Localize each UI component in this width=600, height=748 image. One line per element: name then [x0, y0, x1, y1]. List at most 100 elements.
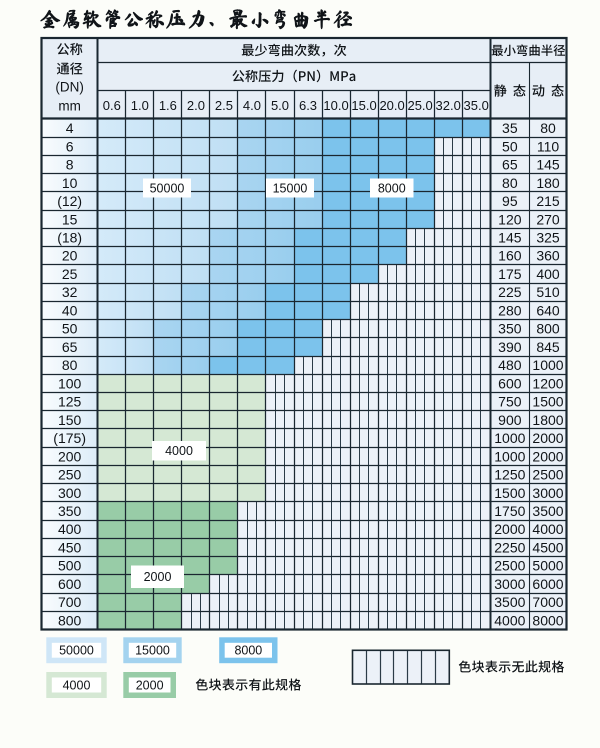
svg-text:32.0: 32.0: [436, 98, 461, 113]
svg-text:350: 350: [498, 321, 522, 337]
svg-text:700: 700: [58, 594, 82, 610]
svg-text:15.0: 15.0: [351, 98, 376, 113]
svg-text:3000: 3000: [494, 576, 525, 592]
svg-text:800: 800: [58, 612, 82, 628]
svg-text:1750: 1750: [494, 503, 525, 519]
svg-text:145: 145: [536, 157, 560, 173]
svg-text:280: 280: [498, 302, 522, 318]
svg-text:35.0: 35.0: [464, 98, 489, 113]
svg-text:480: 480: [498, 357, 522, 373]
svg-text:15000: 15000: [273, 181, 308, 195]
svg-text:4000: 4000: [494, 612, 525, 628]
svg-text:2000: 2000: [136, 678, 164, 692]
svg-text:270: 270: [536, 211, 560, 227]
svg-text:750: 750: [498, 394, 522, 410]
svg-text:2000: 2000: [532, 448, 563, 464]
svg-text:390: 390: [498, 339, 522, 355]
svg-text:1200: 1200: [532, 375, 563, 391]
svg-text:450: 450: [58, 539, 82, 555]
svg-text:65: 65: [502, 157, 518, 173]
svg-text:7000: 7000: [532, 594, 563, 610]
svg-text:3500: 3500: [532, 503, 563, 519]
svg-text:400: 400: [58, 521, 82, 537]
svg-text:325: 325: [536, 230, 560, 246]
svg-text:40: 40: [62, 302, 78, 318]
svg-text:1000: 1000: [532, 357, 563, 373]
svg-text:1000: 1000: [494, 430, 525, 446]
svg-text:500: 500: [58, 558, 82, 574]
svg-text:(DN): (DN): [55, 80, 84, 95]
svg-text:0.6: 0.6: [103, 98, 121, 113]
svg-text:120: 120: [498, 211, 522, 227]
svg-text:6000: 6000: [532, 576, 563, 592]
svg-text:360: 360: [536, 248, 560, 264]
svg-text:1250: 1250: [494, 467, 525, 483]
svg-text:4000: 4000: [532, 521, 563, 537]
svg-text:100: 100: [58, 375, 82, 391]
svg-text:640: 640: [536, 302, 560, 318]
svg-text:15: 15: [62, 211, 78, 227]
svg-text:25.0: 25.0: [407, 98, 432, 113]
svg-text:6.3: 6.3: [299, 98, 317, 113]
svg-text:225: 225: [498, 284, 522, 300]
svg-text:4000: 4000: [165, 444, 193, 458]
svg-text:2.0: 2.0: [187, 98, 205, 113]
svg-text:(12): (12): [57, 193, 82, 209]
svg-text:50: 50: [502, 138, 518, 154]
svg-text:65: 65: [62, 339, 78, 355]
svg-text:1.0: 1.0: [131, 98, 149, 113]
svg-text:mm: mm: [58, 99, 81, 114]
svg-text:2500: 2500: [494, 558, 525, 574]
svg-text:600: 600: [58, 576, 82, 592]
svg-text:50000: 50000: [59, 644, 94, 658]
svg-text:8000: 8000: [378, 181, 406, 195]
svg-text:1500: 1500: [532, 394, 563, 410]
svg-text:15000: 15000: [135, 644, 170, 658]
svg-text:80: 80: [502, 175, 518, 191]
svg-text:900: 900: [498, 412, 522, 428]
svg-text:80: 80: [540, 120, 556, 136]
svg-text:215: 215: [536, 193, 560, 209]
svg-text:180: 180: [536, 175, 560, 191]
svg-text:1800: 1800: [532, 412, 563, 428]
svg-text:5.0: 5.0: [271, 98, 289, 113]
svg-text:8000: 8000: [532, 612, 563, 628]
svg-text:95: 95: [502, 193, 518, 209]
svg-text:2000: 2000: [494, 521, 525, 537]
svg-text:10.0: 10.0: [323, 98, 348, 113]
svg-text:845: 845: [536, 339, 560, 355]
svg-text:600: 600: [498, 375, 522, 391]
svg-text:510: 510: [536, 284, 560, 300]
svg-text:32: 32: [62, 284, 78, 300]
svg-text:4: 4: [66, 120, 74, 136]
svg-text:800: 800: [536, 321, 560, 337]
svg-text:(175): (175): [53, 430, 86, 446]
svg-text:2250: 2250: [494, 539, 525, 555]
svg-text:4500: 4500: [532, 539, 563, 555]
svg-text:2500: 2500: [532, 467, 563, 483]
svg-text:(18): (18): [57, 230, 82, 246]
svg-text:125: 125: [58, 394, 82, 410]
svg-text:3500: 3500: [494, 594, 525, 610]
svg-text:1500: 1500: [494, 485, 525, 501]
svg-text:160: 160: [498, 248, 522, 264]
svg-text:10: 10: [62, 175, 78, 191]
svg-text:1.6: 1.6: [159, 98, 177, 113]
svg-text:35: 35: [502, 120, 518, 136]
svg-text:2000: 2000: [144, 570, 172, 584]
svg-text:25: 25: [62, 266, 78, 282]
svg-text:8000: 8000: [234, 644, 262, 658]
svg-text:50000: 50000: [150, 181, 185, 195]
svg-text:1000: 1000: [494, 448, 525, 464]
svg-text:175: 175: [498, 266, 522, 282]
svg-text:5000: 5000: [532, 558, 563, 574]
svg-text:300: 300: [58, 485, 82, 501]
svg-text:250: 250: [58, 467, 82, 483]
svg-text:20: 20: [62, 248, 78, 264]
svg-text:6: 6: [66, 138, 74, 154]
svg-text:400: 400: [536, 266, 560, 282]
svg-text:4000: 4000: [63, 678, 91, 692]
svg-text:20.0: 20.0: [379, 98, 404, 113]
svg-text:50: 50: [62, 321, 78, 337]
svg-text:350: 350: [58, 503, 82, 519]
